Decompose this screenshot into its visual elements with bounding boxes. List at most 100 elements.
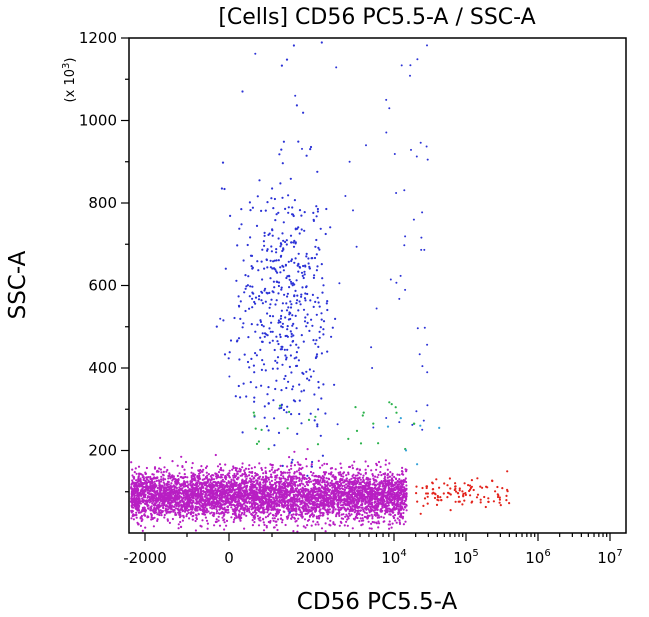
data-point (323, 472, 326, 475)
data-point (232, 488, 235, 491)
data-point (213, 495, 216, 498)
data-point (290, 509, 294, 512)
data-point (360, 492, 363, 495)
data-point (279, 470, 283, 473)
data-point (167, 474, 170, 478)
data-point (194, 529, 197, 532)
data-point (255, 511, 258, 514)
data-point (165, 470, 168, 473)
data-point (278, 484, 281, 487)
data-point (386, 476, 389, 479)
data-point (377, 526, 380, 529)
data-point (381, 489, 384, 492)
data-point (196, 481, 199, 485)
data-point (315, 475, 318, 478)
data-point (159, 485, 162, 489)
y-multiplier-label: (x 103) (61, 58, 78, 103)
data-point (221, 516, 224, 519)
data-point (264, 497, 267, 500)
data-point (309, 470, 313, 474)
data-point (277, 491, 280, 494)
data-point (243, 500, 246, 503)
data-point (334, 497, 337, 501)
data-point (233, 488, 237, 491)
data-point (232, 484, 235, 487)
data-point (239, 519, 242, 522)
data-point (307, 490, 310, 493)
data-point (160, 478, 163, 481)
data-point (198, 483, 201, 486)
data-point (401, 517, 404, 520)
data-point (393, 502, 396, 505)
data-point (367, 499, 370, 502)
data-point (197, 472, 201, 475)
data-point (203, 484, 207, 487)
data-point (149, 509, 152, 512)
data-point (237, 513, 241, 516)
data-point (343, 524, 346, 527)
data-point (274, 478, 277, 481)
data-point (223, 476, 226, 479)
data-point (197, 513, 200, 516)
data-point (386, 474, 389, 477)
data-point (220, 503, 223, 506)
data-point (358, 505, 361, 508)
data-point (223, 513, 226, 516)
data-point (352, 517, 355, 520)
data-point (152, 477, 155, 480)
data-point (216, 510, 219, 513)
data-point (353, 486, 356, 489)
data-point (137, 478, 140, 482)
data-point (220, 497, 223, 500)
data-point (134, 467, 137, 470)
data-point (213, 481, 216, 484)
data-point (249, 505, 252, 508)
data-point (213, 507, 216, 510)
data-point (350, 477, 353, 480)
data-point (137, 492, 140, 495)
data-point (135, 516, 138, 519)
data-point (349, 487, 352, 491)
data-point (182, 509, 185, 512)
data-point (316, 490, 319, 493)
data-point (332, 506, 336, 509)
data-point (335, 515, 338, 518)
data-point (272, 519, 275, 522)
data-point (162, 470, 165, 473)
data-point (193, 484, 196, 487)
data-point (368, 493, 371, 496)
data-point (356, 500, 359, 503)
data-point (403, 502, 406, 505)
data-point (354, 515, 358, 519)
data-point (345, 474, 348, 477)
data-point (338, 497, 341, 500)
data-point (202, 468, 205, 471)
data-point (184, 475, 187, 479)
data-point (233, 504, 236, 507)
data-point (274, 469, 277, 472)
data-point (334, 478, 337, 481)
data-point (267, 509, 270, 512)
data-point (338, 506, 341, 509)
data-point (158, 482, 161, 485)
data-point (232, 479, 235, 482)
data-point (367, 465, 370, 468)
data-point (249, 494, 252, 497)
data-point (181, 487, 184, 490)
data-point (217, 489, 220, 492)
data-point (326, 513, 329, 516)
data-point (346, 502, 349, 505)
data-point (218, 524, 222, 527)
data-point (369, 487, 372, 490)
data-point (167, 480, 170, 484)
data-point (352, 476, 355, 479)
data-point (240, 495, 243, 498)
data-point (294, 484, 297, 487)
data-point (373, 495, 376, 498)
data-point (386, 507, 390, 510)
chart-title: [Cells] CD56 PC5.5-A / SSC-A (218, 5, 535, 30)
data-point (153, 502, 156, 505)
data-point (215, 508, 218, 511)
data-point (173, 488, 176, 491)
data-point (177, 479, 180, 482)
